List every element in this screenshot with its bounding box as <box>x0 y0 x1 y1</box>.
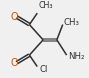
Text: NH₂: NH₂ <box>69 52 85 61</box>
Text: O: O <box>11 58 19 68</box>
Text: CH₃: CH₃ <box>38 1 53 10</box>
Text: Cl: Cl <box>39 65 48 74</box>
Text: O: O <box>11 12 19 22</box>
Text: CH₃: CH₃ <box>64 18 80 27</box>
